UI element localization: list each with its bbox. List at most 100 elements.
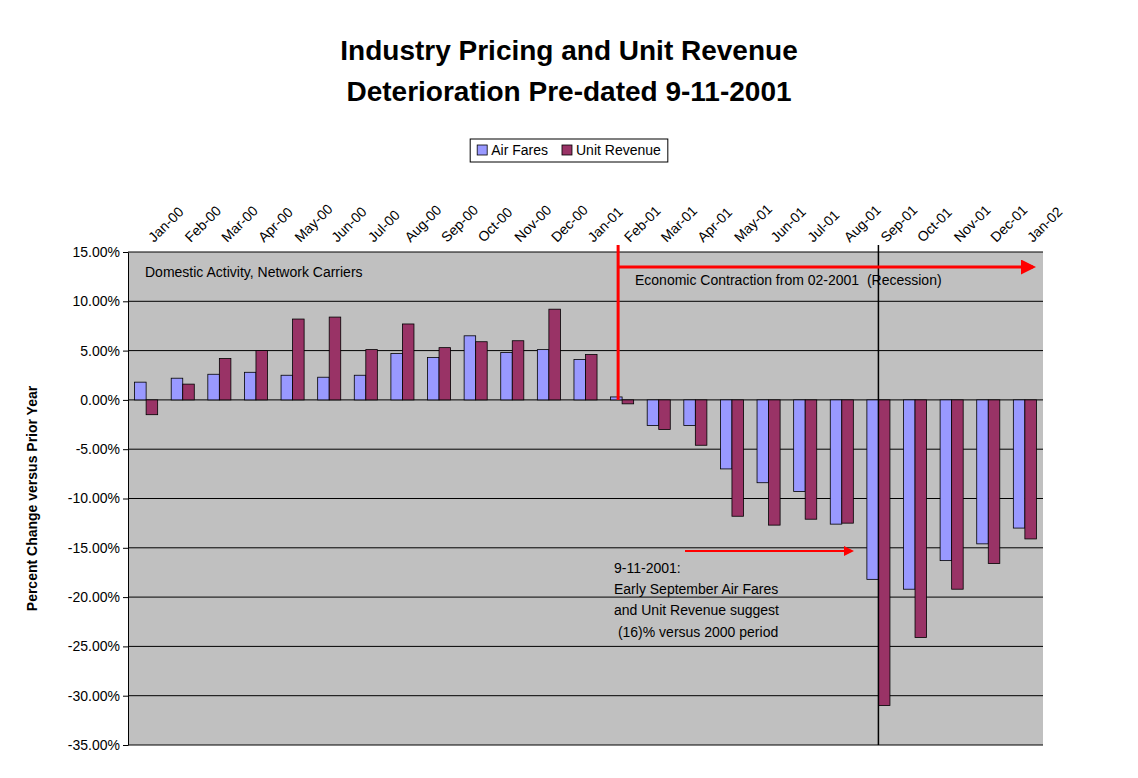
y-tick-mark bbox=[123, 548, 128, 549]
annotation: and Unit Revenue suggest bbox=[614, 602, 779, 618]
bar bbox=[1025, 400, 1037, 539]
x-axis: Jan-00Feb-00Mar-00Apr-00May-00Jun-00Jul-… bbox=[145, 201, 1065, 245]
bars bbox=[135, 309, 1037, 705]
bar bbox=[208, 374, 220, 400]
x-tick-label: Oct-00 bbox=[474, 204, 515, 245]
bar bbox=[867, 400, 879, 579]
bar bbox=[695, 400, 707, 445]
annotation: (16)% versus 2000 period bbox=[614, 624, 778, 640]
grid-line bbox=[128, 252, 1043, 253]
x-tick: Oct-01 bbox=[914, 204, 955, 245]
y-axis-line bbox=[128, 253, 129, 746]
x-tick-label: Mar-01 bbox=[658, 202, 701, 245]
bar bbox=[256, 351, 268, 400]
bar bbox=[842, 400, 854, 523]
x-tick: Jun-01 bbox=[767, 203, 809, 245]
bar bbox=[647, 400, 659, 426]
x-tick-label: Nov-01 bbox=[950, 202, 993, 245]
annotation: Economic Contraction from 02-2001 (Reces… bbox=[635, 272, 942, 288]
x-tick-label: Jan-00 bbox=[145, 203, 187, 245]
annotation: 9-11-2001: bbox=[614, 560, 681, 576]
bar bbox=[171, 378, 183, 400]
x-tick: Jan-02 bbox=[1024, 203, 1066, 245]
bar bbox=[830, 400, 842, 524]
plot-background bbox=[128, 252, 1043, 745]
x-tick-label: Jun-01 bbox=[767, 203, 809, 245]
x-tick: Jan-00 bbox=[145, 203, 187, 245]
y-tick-mark bbox=[123, 449, 128, 450]
legend-box bbox=[470, 139, 668, 162]
x-tick: Feb-00 bbox=[182, 202, 225, 245]
x-tick-label: Feb-00 bbox=[182, 202, 225, 245]
y-tick-mark bbox=[123, 597, 128, 598]
bar bbox=[183, 384, 195, 400]
bar bbox=[329, 317, 341, 400]
legend: Air Fares Unit Revenue bbox=[470, 139, 668, 162]
x-tick-label: Nov-00 bbox=[511, 202, 554, 245]
legend-label: Unit Revenue bbox=[576, 142, 661, 158]
legend-label: Air Fares bbox=[491, 142, 548, 158]
x-tick-label: Oct-01 bbox=[914, 204, 955, 245]
x-tick: Apr-00 bbox=[255, 204, 296, 245]
y-tick: -5.00% bbox=[76, 441, 128, 457]
bar bbox=[402, 324, 414, 400]
subtitle: Deterioration Pre-dated 9-11-2001 bbox=[346, 76, 791, 107]
grid-line bbox=[128, 646, 1043, 647]
bar bbox=[501, 353, 513, 400]
x-tick: Jul-01 bbox=[804, 207, 842, 245]
y-tick: -15.00% bbox=[68, 540, 128, 556]
x-tick-label: Jan-02 bbox=[1024, 203, 1066, 245]
y-tick-label: 0.00% bbox=[80, 392, 120, 408]
y-tick-label: -5.00% bbox=[76, 441, 120, 457]
bar bbox=[512, 341, 524, 400]
y-tick-mark bbox=[123, 499, 128, 500]
x-tick-label: Dec-01 bbox=[987, 202, 1030, 245]
x-tick: Jun-00 bbox=[328, 203, 370, 245]
bar bbox=[586, 355, 598, 400]
y-tick-label: -25.00% bbox=[68, 638, 120, 654]
bar bbox=[366, 350, 378, 400]
chart-svg: -35.00%-30.00%-25.00%-20.00%-15.00%-10.0… bbox=[0, 0, 1138, 778]
recession-arrow bbox=[618, 266, 1033, 269]
y-axis: -35.00%-30.00%-25.00%-20.00%-15.00%-10.0… bbox=[68, 244, 129, 753]
x-tick: Dec-01 bbox=[987, 202, 1030, 245]
bar bbox=[732, 400, 744, 516]
bar bbox=[794, 400, 806, 492]
x-tick: Feb-01 bbox=[621, 202, 664, 245]
y-tick-mark bbox=[123, 351, 128, 352]
bar bbox=[805, 400, 817, 519]
grid-line bbox=[128, 301, 1043, 302]
x-tick-label: Jul-01 bbox=[804, 207, 842, 245]
bar bbox=[878, 400, 890, 706]
y-tick: 0.00% bbox=[80, 392, 128, 408]
y-tick: -30.00% bbox=[68, 688, 128, 704]
y-tick-mark bbox=[123, 646, 128, 647]
x-tick-label: May-01 bbox=[731, 201, 775, 245]
bar bbox=[952, 400, 964, 589]
bar bbox=[464, 336, 476, 400]
y-tick-label: -35.00% bbox=[68, 737, 120, 753]
bar bbox=[574, 359, 586, 399]
x-tick: Aug-00 bbox=[401, 202, 444, 245]
bar-series bbox=[146, 309, 1036, 705]
x-tick: Nov-01 bbox=[950, 202, 993, 245]
bar bbox=[977, 400, 989, 544]
bar bbox=[439, 348, 451, 400]
x-tick: Apr-01 bbox=[694, 204, 735, 245]
grid bbox=[128, 252, 1043, 745]
x-tick-label: Sep-00 bbox=[438, 202, 481, 245]
x-tick: Jul-00 bbox=[365, 207, 403, 245]
x-tick: Mar-01 bbox=[658, 202, 701, 245]
bar bbox=[915, 400, 927, 638]
y-tick-mark bbox=[123, 745, 128, 746]
bar bbox=[659, 400, 671, 430]
y-tick-label: 5.00% bbox=[80, 343, 120, 359]
x-tick: Sep-01 bbox=[877, 202, 920, 245]
annotation: Domestic Activity, Network Carriers bbox=[145, 264, 363, 280]
y-tick-label: 10.00% bbox=[73, 293, 120, 309]
y-tick: -35.00% bbox=[68, 737, 128, 753]
bar bbox=[1013, 400, 1025, 528]
x-tick-label: Apr-00 bbox=[255, 204, 296, 245]
legend-item: Unit Revenue bbox=[562, 142, 661, 158]
legend-swatch bbox=[477, 145, 487, 155]
